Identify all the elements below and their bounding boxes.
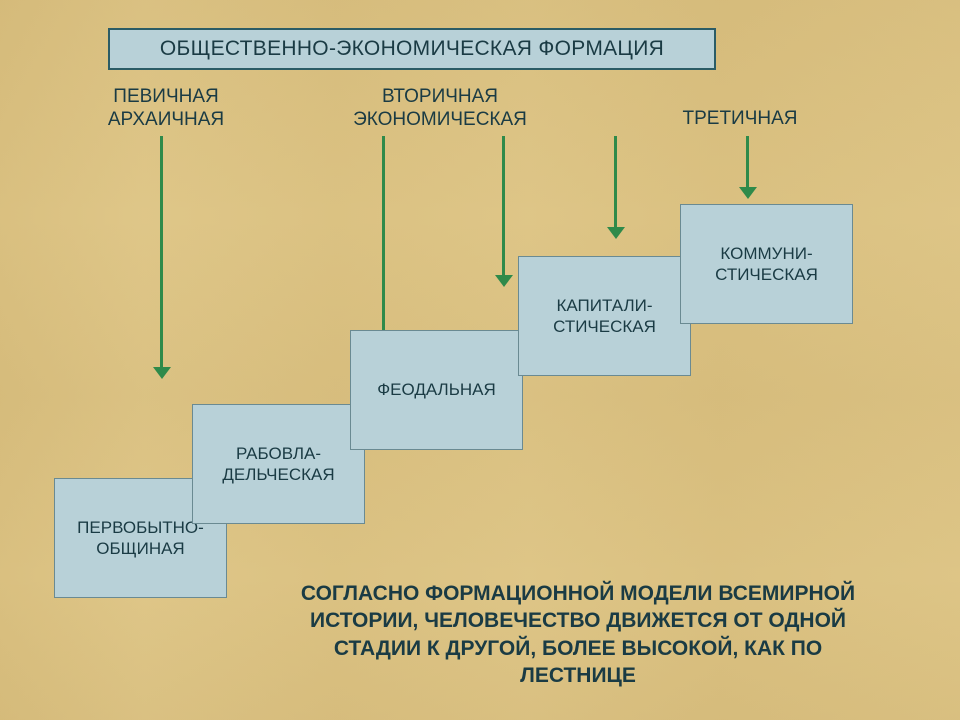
footer-text: СОГЛАСНО ФОРМАЦИОННОЙ МОДЕЛИ ВСЕМИРНОЙ И… <box>258 580 898 689</box>
arrow-0 <box>160 136 163 368</box>
stair-box-label-1: РАБОВЛА- ДЕЛЬЧЕСКАЯ <box>222 443 334 486</box>
title-box: ОБЩЕСТВЕННО-ЭКОНОМИЧЕСКАЯ ФОРМАЦИЯ <box>108 28 716 70</box>
arrow-head-3 <box>607 227 625 239</box>
arrow-1 <box>382 136 385 332</box>
stair-box-3: КАПИТАЛИ- СТИЧЕСКАЯ <box>518 256 691 376</box>
arrow-head-0 <box>153 367 171 379</box>
arrow-4 <box>746 136 749 188</box>
title-text: ОБЩЕСТВЕННО-ЭКОНОМИЧЕСКАЯ ФОРМАЦИЯ <box>160 36 664 62</box>
header-label-2: ТРЕТИЧНАЯ <box>640 108 840 131</box>
stair-box-4: КОММУНИ- СТИЧЕСКАЯ <box>680 204 853 324</box>
stair-box-label-0: ПЕРВОБЫТНО- ОБЩИНАЯ <box>77 517 204 560</box>
arrow-head-2 <box>495 275 513 287</box>
arrow-head-4 <box>739 187 757 199</box>
stair-box-2: ФЕОДАЛЬНАЯ <box>350 330 523 450</box>
arrow-2 <box>502 136 505 276</box>
stair-box-1: РАБОВЛА- ДЕЛЬЧЕСКАЯ <box>192 404 365 524</box>
header-label-0: ПЕВИЧНАЯ АРХАИЧНАЯ <box>66 86 266 132</box>
arrow-3 <box>614 136 617 228</box>
stair-box-label-3: КАПИТАЛИ- СТИЧЕСКАЯ <box>553 295 656 338</box>
diagram-canvas: ОБЩЕСТВЕННО-ЭКОНОМИЧЕСКАЯ ФОРМАЦИЯ ПЕВИЧН… <box>0 0 960 720</box>
header-label-1: ВТОРИЧНАЯ ЭКОНОМИЧЕСКАЯ <box>310 86 570 132</box>
stair-box-label-4: КОММУНИ- СТИЧЕСКАЯ <box>715 243 818 286</box>
stair-box-label-2: ФЕОДАЛЬНАЯ <box>377 379 496 400</box>
